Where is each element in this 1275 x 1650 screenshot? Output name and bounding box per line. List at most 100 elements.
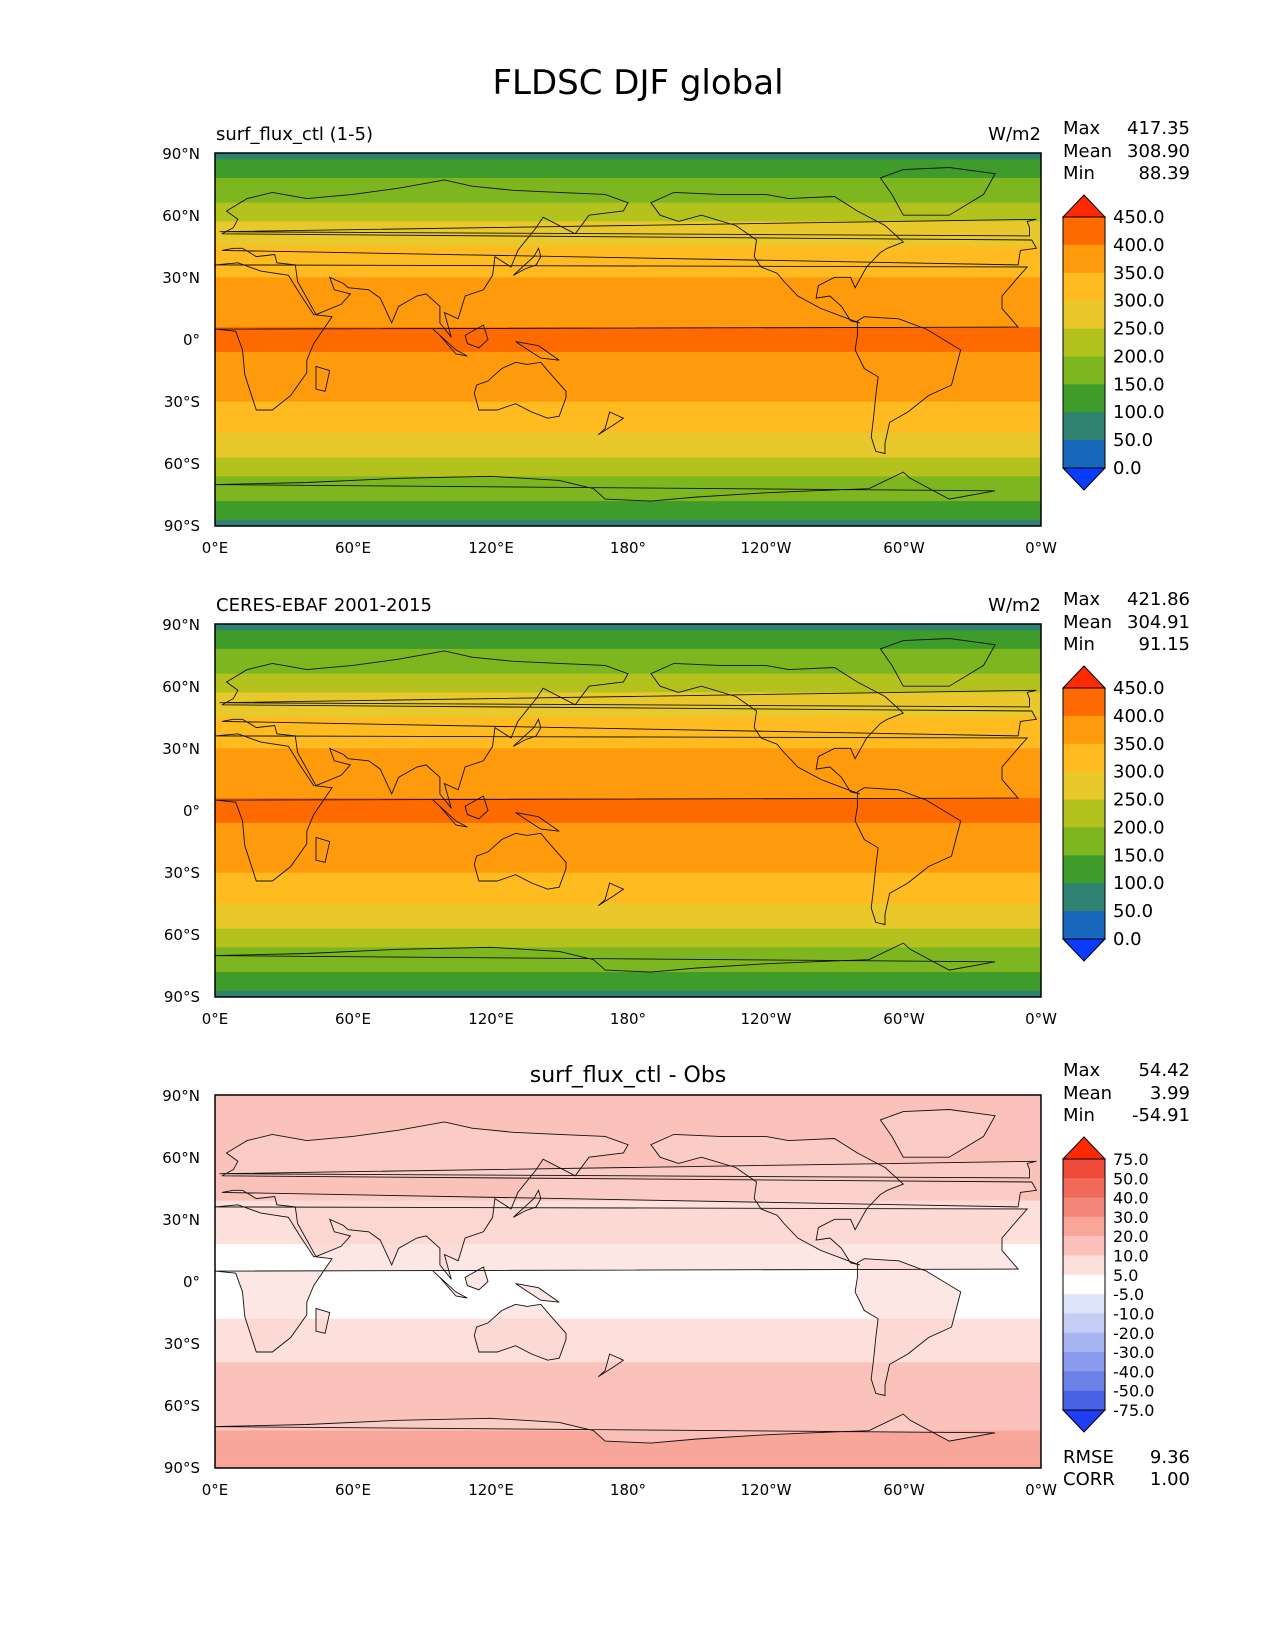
- colorbar-segment: [1063, 1390, 1105, 1411]
- coastline: [650, 1133, 905, 1266]
- colorbar-segment: [1063, 1352, 1105, 1372]
- x-tick-label: 0°E: [202, 539, 229, 557]
- coastline: [464, 324, 489, 349]
- stat-value: 304.91: [1127, 612, 1190, 633]
- field-band: [215, 488, 1041, 496]
- field-band: [215, 370, 1041, 378]
- coastline: [515, 341, 560, 361]
- colorbar-segment: [1063, 1178, 1105, 1199]
- field-band: [215, 457, 1041, 465]
- field-band: [215, 785, 1041, 793]
- colorbar-segment: [1063, 1159, 1105, 1179]
- field-band: [215, 891, 1041, 899]
- field-band: [215, 711, 1041, 718]
- colorbar-tick-label: 400.0: [1113, 235, 1165, 256]
- stat-label: Mean: [1063, 1083, 1112, 1104]
- colorbar-tick-label: -50.0: [1113, 1382, 1154, 1401]
- field-band: [215, 395, 1041, 403]
- field-band: [215, 470, 1041, 477]
- field-band: [215, 791, 1041, 799]
- field-band: [215, 289, 1041, 297]
- field-band: [215, 742, 1041, 749]
- coastline: [854, 787, 962, 926]
- field-band: [215, 698, 1041, 706]
- colorbar-segment: [1063, 771, 1105, 801]
- field-band: [215, 196, 1041, 204]
- field-band: [215, 686, 1041, 693]
- coastline: [854, 1258, 962, 1397]
- stat-value: 9.36: [1150, 1447, 1190, 1468]
- coastline: [650, 191, 905, 324]
- y-tick-label: 0°: [183, 1273, 200, 1291]
- field-band: [215, 1300, 1041, 1307]
- panel-reference: CERES-EBAF 2001-2015 W/m2 90°N 60°N 30°N…: [162, 589, 1190, 1028]
- colorbar-segment: [1063, 855, 1105, 884]
- coastline: [650, 662, 905, 795]
- coastline: [597, 882, 625, 907]
- colorbar-extend-bottom: [1061, 1409, 1107, 1433]
- colorbar-extend-bottom: [1061, 938, 1107, 962]
- field-band: [215, 673, 1041, 681]
- field-band: [215, 661, 1041, 669]
- field-band: [215, 1362, 1041, 1370]
- land-patch: [221, 1121, 1037, 1280]
- coastline: [221, 179, 1038, 338]
- y-tick-label: 0°: [183, 331, 200, 349]
- field-band: [215, 965, 1041, 973]
- x-tick-label: 120°E: [468, 1481, 514, 1499]
- x-tick-label: 0°W: [1025, 1010, 1057, 1028]
- field-band: [215, 426, 1041, 434]
- colorbar-segment: [1063, 244, 1105, 274]
- coastline: [315, 365, 331, 392]
- field-band: [215, 258, 1041, 266]
- coastline: [597, 411, 625, 436]
- field-band: [215, 1412, 1041, 1419]
- y-tick-label: 30°S: [164, 864, 200, 882]
- coastlines: [215, 1109, 1041, 1468]
- field-band: [215, 680, 1041, 687]
- figure-title: FLDSC DJF global: [492, 63, 783, 103]
- colorbar-tick-label: 250.0: [1113, 790, 1165, 811]
- colorbar-segment: [1063, 715, 1105, 745]
- stats-block: Max 417.35 Mean 308.90 Min 88.39: [1063, 118, 1190, 184]
- field-band: [215, 246, 1041, 254]
- plot-frame: [214, 1094, 1042, 1469]
- field-band: [215, 773, 1041, 780]
- colorbar-segment: [1063, 1255, 1105, 1276]
- field-band: [215, 642, 1041, 650]
- y-tick-label: 30°N: [162, 1211, 200, 1229]
- colorbar-segment: [1063, 1332, 1105, 1353]
- y-tick-label: 90°N: [162, 616, 200, 634]
- x-tick-label: 60°W: [883, 1010, 925, 1028]
- plot-frame: [214, 152, 1042, 527]
- x-tick-labels: 0°E 60°E 120°E 180° 120°W 60°W 0°W: [202, 1481, 1057, 1499]
- stat-label: RMSE: [1063, 1447, 1114, 1468]
- field-band: [215, 1113, 1041, 1121]
- stat-label: CORR: [1063, 1469, 1115, 1490]
- field-band: [215, 990, 1041, 997]
- stat-value: 54.42: [1138, 1060, 1190, 1081]
- x-tick-label: 0°E: [202, 1010, 229, 1028]
- colorbar: 450.0 400.0 350.0 300.0 250.0 200.0 150.0 100.0…: [1061, 665, 1165, 962]
- field-band: [215, 420, 1041, 428]
- coastline: [432, 1270, 468, 1299]
- colorbar-tick-label: 200.0: [1113, 346, 1165, 367]
- land-patch: [880, 1109, 996, 1158]
- colorbar-tick-label: 0.0: [1113, 929, 1142, 950]
- colorbar-segment: [1063, 272, 1105, 302]
- colorbar-segment: [1063, 799, 1105, 828]
- colorbar-segment: [1063, 328, 1105, 357]
- field-band: [215, 860, 1041, 867]
- field-band: [215, 513, 1041, 521]
- y-tick-label: 30°N: [162, 269, 200, 287]
- field-band: [215, 215, 1041, 222]
- colorbar-segment: [1063, 743, 1105, 773]
- field-band: [215, 1293, 1041, 1301]
- land-patch: [219, 1161, 1037, 1178]
- colorbar-tick-label: -75.0: [1113, 1401, 1154, 1420]
- coastline: [473, 1303, 567, 1361]
- stat-label: Max: [1063, 118, 1101, 139]
- y-tick-label: 30°S: [164, 393, 200, 411]
- field-band: [215, 1144, 1041, 1152]
- field-band: [215, 296, 1041, 303]
